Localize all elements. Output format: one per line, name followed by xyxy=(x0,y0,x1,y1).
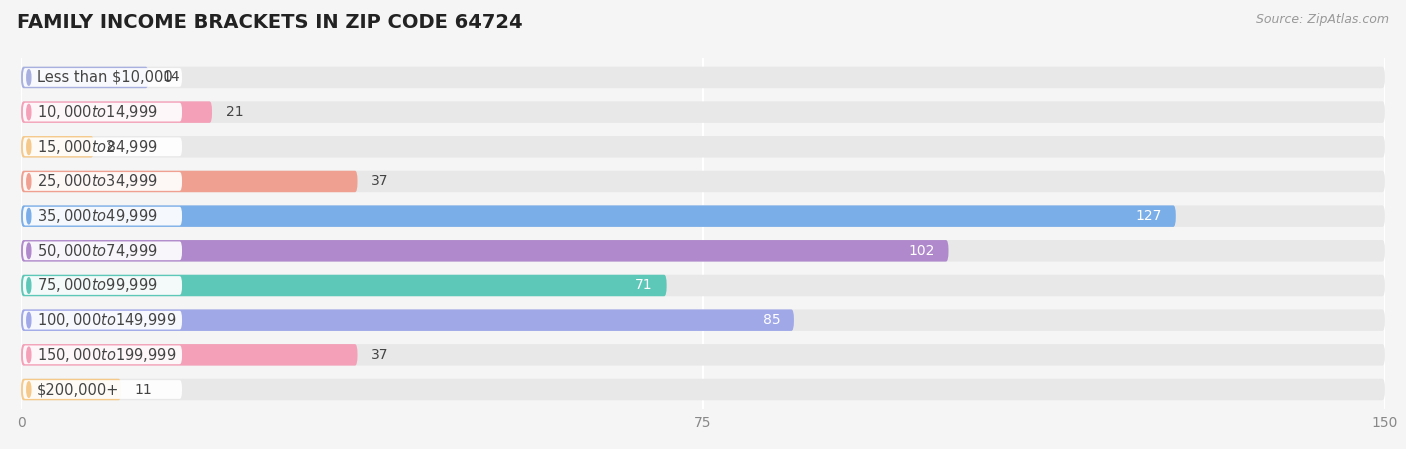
Circle shape xyxy=(27,70,31,85)
FancyBboxPatch shape xyxy=(21,275,666,296)
FancyBboxPatch shape xyxy=(21,67,1385,88)
FancyBboxPatch shape xyxy=(21,171,357,192)
Text: 37: 37 xyxy=(371,348,388,362)
Text: $50,000 to $74,999: $50,000 to $74,999 xyxy=(37,242,157,260)
FancyBboxPatch shape xyxy=(22,380,181,399)
Text: $100,000 to $149,999: $100,000 to $149,999 xyxy=(37,311,176,329)
FancyBboxPatch shape xyxy=(22,311,181,330)
FancyBboxPatch shape xyxy=(22,242,181,260)
Text: $25,000 to $34,999: $25,000 to $34,999 xyxy=(37,172,157,190)
FancyBboxPatch shape xyxy=(21,67,149,88)
FancyBboxPatch shape xyxy=(21,101,1385,123)
Text: $10,000 to $14,999: $10,000 to $14,999 xyxy=(37,103,157,121)
FancyBboxPatch shape xyxy=(22,172,181,191)
Text: 21: 21 xyxy=(226,105,243,119)
FancyBboxPatch shape xyxy=(22,137,181,156)
Text: Source: ZipAtlas.com: Source: ZipAtlas.com xyxy=(1256,13,1389,26)
FancyBboxPatch shape xyxy=(21,205,1175,227)
FancyBboxPatch shape xyxy=(21,171,1385,192)
FancyBboxPatch shape xyxy=(22,103,181,122)
Circle shape xyxy=(27,139,31,154)
Text: $75,000 to $99,999: $75,000 to $99,999 xyxy=(37,277,157,295)
Text: $15,000 to $24,999: $15,000 to $24,999 xyxy=(37,138,157,156)
FancyBboxPatch shape xyxy=(22,68,181,87)
Text: 14: 14 xyxy=(162,70,180,84)
Text: FAMILY INCOME BRACKETS IN ZIP CODE 64724: FAMILY INCOME BRACKETS IN ZIP CODE 64724 xyxy=(17,13,523,32)
FancyBboxPatch shape xyxy=(22,276,181,295)
FancyBboxPatch shape xyxy=(21,379,121,400)
FancyBboxPatch shape xyxy=(21,240,1385,262)
Circle shape xyxy=(27,278,31,293)
FancyBboxPatch shape xyxy=(21,240,949,262)
FancyBboxPatch shape xyxy=(21,309,794,331)
Text: 127: 127 xyxy=(1136,209,1163,223)
FancyBboxPatch shape xyxy=(22,207,181,225)
Circle shape xyxy=(27,347,31,363)
Text: 8: 8 xyxy=(107,140,117,154)
Text: 85: 85 xyxy=(762,313,780,327)
FancyBboxPatch shape xyxy=(21,136,94,158)
FancyBboxPatch shape xyxy=(21,136,1385,158)
FancyBboxPatch shape xyxy=(21,344,357,365)
Circle shape xyxy=(27,243,31,259)
FancyBboxPatch shape xyxy=(22,345,181,364)
Text: 102: 102 xyxy=(908,244,935,258)
Circle shape xyxy=(27,174,31,189)
FancyBboxPatch shape xyxy=(21,379,1385,400)
FancyBboxPatch shape xyxy=(21,205,1385,227)
Text: 71: 71 xyxy=(636,278,652,292)
FancyBboxPatch shape xyxy=(21,275,1385,296)
Text: $200,000+: $200,000+ xyxy=(37,382,120,397)
FancyBboxPatch shape xyxy=(21,344,1385,365)
Circle shape xyxy=(27,104,31,120)
Text: Less than $10,000: Less than $10,000 xyxy=(37,70,173,85)
Circle shape xyxy=(27,313,31,328)
Text: $150,000 to $199,999: $150,000 to $199,999 xyxy=(37,346,176,364)
Text: 11: 11 xyxy=(135,383,152,396)
FancyBboxPatch shape xyxy=(21,309,1385,331)
Text: $35,000 to $49,999: $35,000 to $49,999 xyxy=(37,207,157,225)
Text: 37: 37 xyxy=(371,175,388,189)
Circle shape xyxy=(27,208,31,224)
FancyBboxPatch shape xyxy=(21,101,212,123)
Circle shape xyxy=(27,382,31,397)
